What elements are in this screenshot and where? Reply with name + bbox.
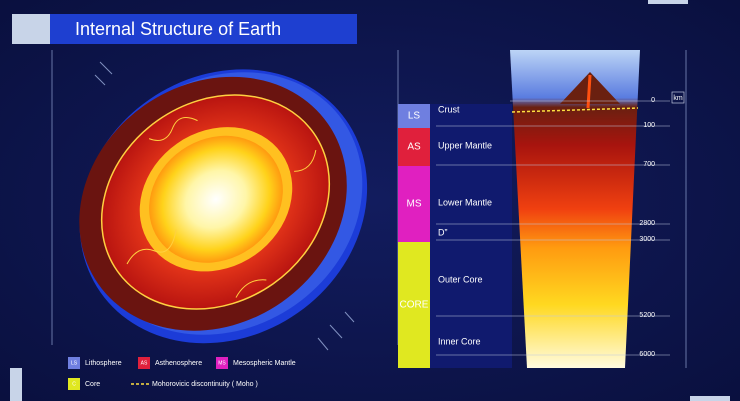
layer-label: Upper Mantle bbox=[438, 140, 492, 150]
layer-abbr: LS bbox=[408, 111, 421, 122]
depth-label: 3000 bbox=[639, 236, 655, 243]
legend-swatch bbox=[68, 357, 80, 369]
legend-label: Asthenosphere bbox=[155, 360, 202, 367]
legend-key: MS bbox=[218, 360, 226, 366]
cross-section bbox=[510, 50, 640, 368]
legend-label: Core bbox=[85, 381, 100, 388]
depth-label: 2800 bbox=[639, 220, 655, 227]
layer-label: Crust bbox=[438, 104, 460, 114]
legend-swatch bbox=[138, 357, 150, 369]
layer-block bbox=[398, 242, 430, 368]
corner-accent bbox=[648, 0, 688, 4]
title: Internal Structure of Earth bbox=[75, 19, 281, 39]
unit-label: km bbox=[673, 95, 683, 102]
unit-box bbox=[671, 91, 685, 104]
layer-label: Inner Core bbox=[438, 336, 481, 346]
legend-key: AS bbox=[141, 360, 148, 366]
earth-inner-core bbox=[149, 135, 283, 263]
legend-key: C bbox=[72, 381, 76, 387]
title-accent bbox=[12, 14, 50, 44]
legend-label: Mesospheric Mantle bbox=[233, 360, 296, 367]
layer-abbr: MS bbox=[407, 199, 422, 210]
depth-label: 0 bbox=[651, 97, 655, 104]
legend-label: Lithosphere bbox=[85, 360, 122, 367]
layer-label: Outer Core bbox=[438, 274, 483, 284]
legend-swatch bbox=[68, 378, 80, 390]
layer-label: D” bbox=[438, 227, 448, 237]
title-bar bbox=[50, 14, 357, 44]
depth-label: 700 bbox=[643, 161, 655, 168]
layer-label: Lower Mantle bbox=[438, 197, 492, 207]
layer-abbr: CORE bbox=[400, 300, 429, 311]
legend-key: LS bbox=[71, 360, 78, 366]
legend-swatch bbox=[216, 357, 228, 369]
legend-label: Mohorovicic discontinuity ( Moho ) bbox=[152, 381, 258, 388]
corner-accent bbox=[10, 368, 22, 401]
earth-illustration bbox=[79, 69, 368, 344]
moho-line bbox=[511, 107, 639, 113]
layer-block bbox=[398, 166, 430, 242]
crack bbox=[126, 116, 317, 298]
magma bbox=[586, 74, 592, 109]
layer-block bbox=[398, 104, 430, 128]
layer-abbr: AS bbox=[407, 142, 421, 153]
label-panel bbox=[430, 104, 512, 368]
depth-label: 5200 bbox=[639, 312, 655, 319]
depth-label: 100 bbox=[643, 122, 655, 129]
depth-label: 6000 bbox=[639, 351, 655, 358]
layer-block bbox=[398, 128, 430, 166]
motion-lines bbox=[94, 61, 355, 351]
corner-accent bbox=[690, 396, 730, 401]
